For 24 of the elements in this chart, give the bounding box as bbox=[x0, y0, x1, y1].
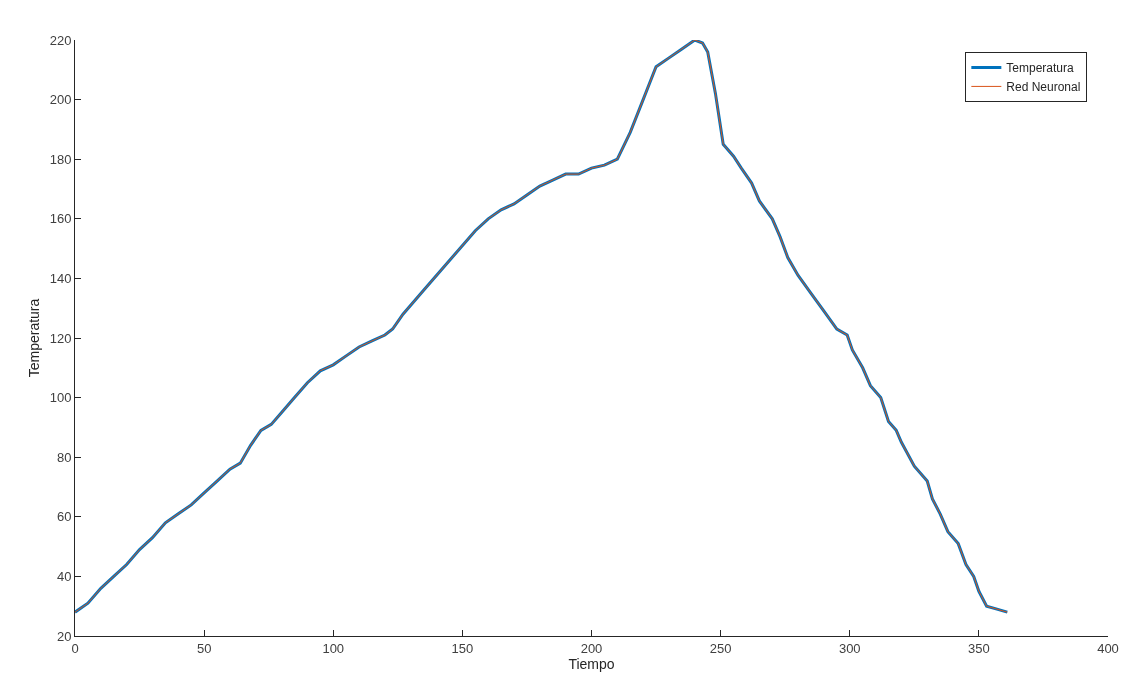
y-tick-label: 120 bbox=[49, 330, 72, 346]
y-tick-label: 40 bbox=[56, 568, 72, 584]
y-tick-label: 140 bbox=[49, 270, 72, 286]
y-axis-title: Temperatura bbox=[26, 298, 43, 378]
x-tick-label: 400 bbox=[1097, 640, 1119, 656]
x-tick-label: 350 bbox=[968, 640, 990, 656]
y-tick-label: 100 bbox=[49, 390, 72, 406]
legend-label: Red Neuronal bbox=[1006, 80, 1081, 95]
x-tick-label: 50 bbox=[196, 640, 212, 656]
x-tick-label: 150 bbox=[451, 640, 474, 656]
y-tick-label: 220 bbox=[49, 32, 72, 48]
x-tick-label: 200 bbox=[580, 640, 603, 656]
y-tick-label: 200 bbox=[49, 92, 72, 108]
x-tick-label: 250 bbox=[709, 640, 732, 656]
y-tick-label: 180 bbox=[49, 151, 72, 167]
x-tick-label: 300 bbox=[838, 640, 861, 656]
x-tick-label: 100 bbox=[322, 640, 345, 656]
x-tick-label: 0 bbox=[71, 640, 79, 656]
y-tick-label: 160 bbox=[49, 211, 72, 227]
legend-label: Temperatura bbox=[1006, 61, 1075, 76]
y-tick-label: 60 bbox=[56, 509, 72, 525]
x-axis-title: Tiempo bbox=[568, 655, 615, 672]
y-tick-label: 80 bbox=[56, 449, 72, 465]
y-tick-label: 20 bbox=[56, 628, 72, 644]
